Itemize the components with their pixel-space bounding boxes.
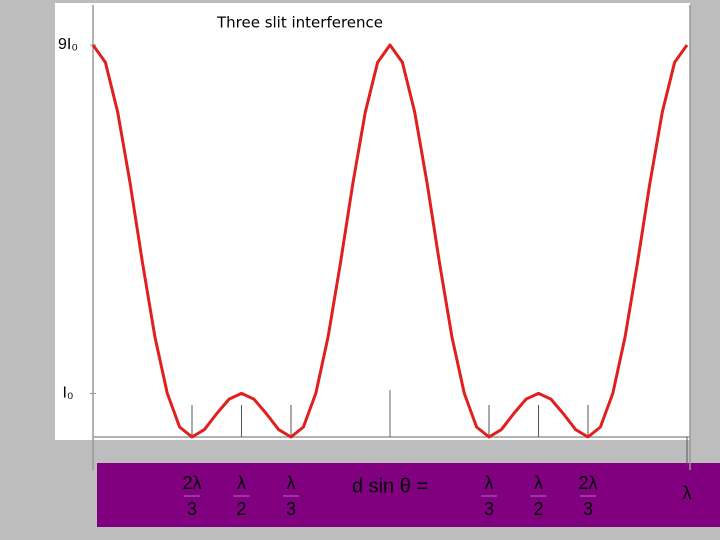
x-tick-numerator: λ [534,473,543,493]
chart-title: Three slit interference [216,14,383,32]
x-tick-denominator: 3 [187,499,197,519]
x-tick-numerator: λ [287,473,296,493]
x-tick-numerator: 2λ [579,473,598,493]
x-tick-numerator: λ [683,483,692,503]
x-tick-numerator: 2λ [182,473,201,493]
x-tick-denominator: 3 [484,499,494,519]
y-tick-label: I₀ [62,385,73,402]
x-axis-label: d sin θ = [352,475,428,497]
x-tick-numerator: λ [237,473,246,493]
y-tick-label: 9I₀ [58,36,78,53]
x-tick-numerator: λ [484,473,493,493]
x-tick-denominator: 2 [533,499,543,519]
intensity-curve [91,43,689,439]
plot-area [55,3,690,440]
x-tick-denominator: 2 [236,499,246,519]
x-tick-denominator: 3 [286,499,296,519]
x-tick-denominator: 3 [583,499,593,519]
label-band [97,463,720,527]
